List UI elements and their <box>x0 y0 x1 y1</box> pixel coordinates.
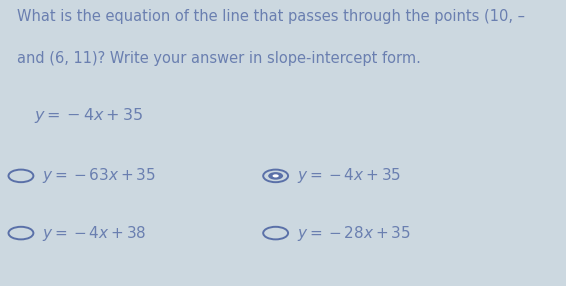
Circle shape <box>268 172 283 180</box>
Text: $y=-4x+38$: $y=-4x+38$ <box>42 224 147 243</box>
Circle shape <box>273 174 278 177</box>
Text: and (6, 11)? Write your answer in slope-intercept form.: and (6, 11)? Write your answer in slope-… <box>17 51 421 66</box>
Text: $y=-63x+35$: $y=-63x+35$ <box>42 166 156 185</box>
Text: $y=-4x+35$: $y=-4x+35$ <box>297 166 401 185</box>
Text: $y=-4x+35$: $y=-4x+35$ <box>34 106 143 125</box>
Text: What is the equation of the line that passes through the points (10, –: What is the equation of the line that pa… <box>17 9 525 23</box>
Text: $y=-28x+35$: $y=-28x+35$ <box>297 224 411 243</box>
